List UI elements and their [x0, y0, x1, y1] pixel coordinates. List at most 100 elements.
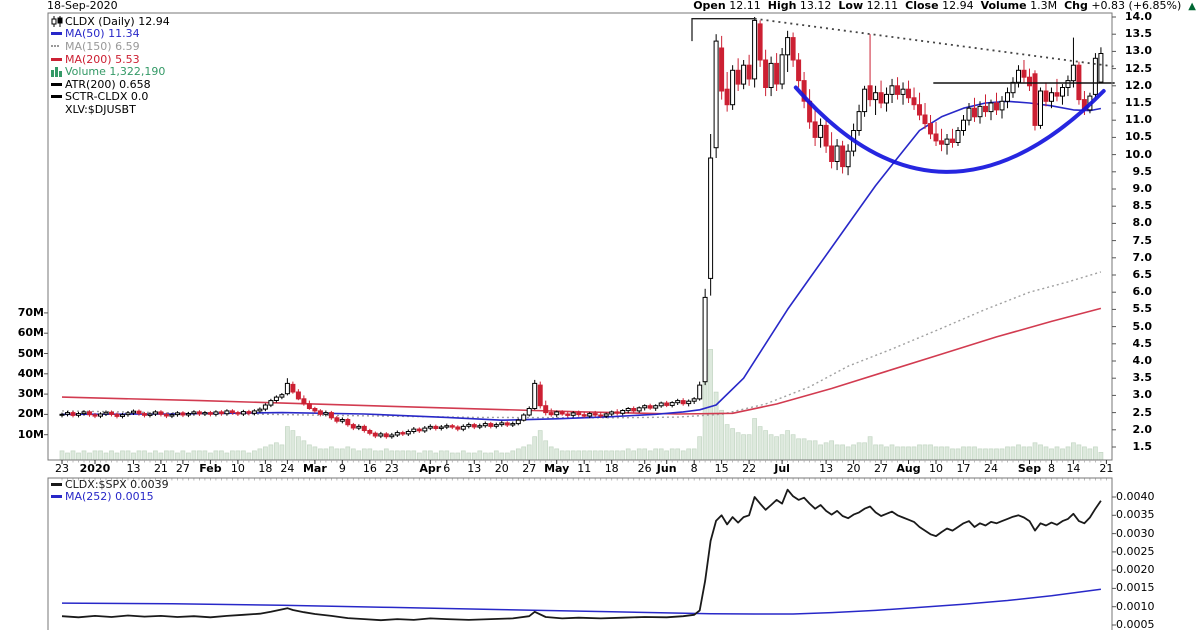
volume-bar [197, 450, 202, 461]
volume-bar [411, 450, 417, 461]
candle-up [1098, 53, 1104, 83]
candle-up [708, 157, 714, 279]
volume-bar [394, 450, 400, 461]
volume-bar [955, 448, 961, 461]
main-plot-border [47, 12, 1113, 461]
candle-down [504, 422, 510, 426]
volume-bar [977, 448, 983, 461]
candle-down [823, 124, 829, 147]
date-axis-label: 10 [929, 462, 944, 475]
volume-bar [235, 450, 241, 461]
chart-date: 18-Sep-2020 [47, 0, 118, 12]
volume-bar [329, 446, 334, 461]
volume-bar [812, 440, 818, 461]
candle-up [131, 410, 136, 414]
volume-bar [768, 434, 774, 461]
candle-down [763, 59, 769, 88]
candle-up [427, 425, 433, 429]
volume-bar [763, 430, 768, 461]
volume-bar [466, 452, 472, 461]
volume-bar [224, 452, 230, 461]
volume-bar [59, 450, 65, 461]
candle-down [207, 412, 213, 415]
legend-item-label: MA(150) 6.59 [65, 39, 140, 53]
candle-down [109, 411, 114, 415]
price-axis-label: 7.0 [1132, 250, 1153, 264]
candle-up [944, 138, 950, 145]
volume-bar [175, 452, 180, 461]
candle-up [174, 412, 180, 416]
volume-axis-label: 10M [17, 427, 44, 441]
volume-bar [889, 444, 895, 461]
date-axis-label: Apr [419, 462, 442, 475]
volume-bar [862, 442, 867, 461]
volume-bar [279, 444, 285, 461]
candle-down [911, 97, 917, 106]
volume-bar [774, 436, 779, 461]
volume-bar [911, 446, 917, 461]
candle-up [65, 412, 70, 415]
volume-bar [449, 452, 455, 461]
ratio-axis-label: 0.0015 [1116, 581, 1155, 595]
legend-item-label: XLV:$DJUSBT [65, 102, 136, 116]
volume-bar [653, 448, 659, 461]
candle-up [482, 423, 488, 427]
volume-bar [438, 450, 444, 461]
volume-bar [120, 450, 125, 461]
candle-up [422, 427, 428, 432]
candle-down [246, 411, 252, 414]
candle-up [224, 410, 230, 415]
volume-bar [1060, 448, 1065, 461]
price-axis-label: 13.0 [1124, 44, 1152, 58]
change-up-arrow-icon: ▲ [1188, 1, 1196, 12]
date-axis-label: 13 [467, 462, 482, 475]
price-axis-label: 4.0 [1132, 354, 1153, 367]
volume-bar [186, 452, 191, 461]
volume-bar [1098, 452, 1104, 461]
volume-bar [1043, 446, 1049, 461]
volume-bar [966, 446, 972, 461]
date-axis-label: 10 [230, 462, 245, 475]
volume-bar [713, 391, 719, 461]
volume-axis-label: 50M [17, 346, 44, 360]
candle-down [1021, 69, 1027, 78]
candle-down [142, 413, 147, 416]
candle-up [1070, 64, 1076, 82]
date-axis-label: 13 [819, 462, 834, 475]
candle-up [845, 150, 851, 168]
volume-bar [796, 438, 801, 461]
candle-up [1005, 92, 1010, 102]
candle-up [741, 64, 747, 85]
candle-up [1010, 81, 1016, 94]
candle-up [873, 92, 879, 101]
volume-bar [994, 448, 999, 461]
volume-bar [504, 452, 510, 461]
volume-bar [510, 450, 516, 461]
price-axis-label: 6.0 [1132, 285, 1153, 299]
volume-bar [950, 448, 955, 461]
volume-bar [675, 448, 681, 461]
candle-up [653, 405, 659, 409]
date-axis-label: 23 [55, 462, 69, 475]
date-axis-label: 20 [494, 462, 509, 475]
candle-up [76, 413, 81, 416]
volume-bar [609, 450, 615, 461]
candle-down [950, 138, 955, 144]
volume-bar [356, 450, 362, 461]
legend-item: Volume 1,322,190 [51, 65, 170, 78]
line-swatch-icon [51, 57, 65, 61]
candle-down [92, 414, 98, 417]
legend-item: CLDX (Daily) 12.94 [51, 15, 170, 28]
volume-bar [268, 444, 274, 461]
candle-up [856, 111, 862, 131]
volume-bar [488, 452, 494, 461]
candle-up [999, 100, 1005, 111]
legend-item: MA(200) 5.53 [51, 53, 170, 66]
candle-up [977, 105, 983, 118]
candle-down [867, 85, 873, 101]
date-axis-label: 24 [983, 462, 998, 475]
candle-up [510, 423, 516, 426]
volume-bar [823, 442, 829, 461]
candle-down [647, 405, 653, 409]
volume-bar [252, 450, 257, 461]
